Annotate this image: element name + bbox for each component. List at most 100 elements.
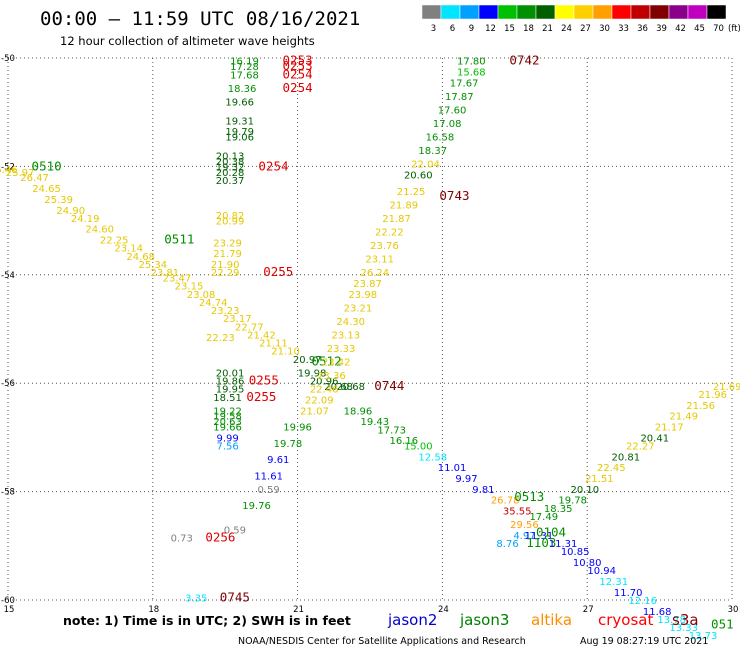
wave-height-label: 0.59	[224, 526, 246, 537]
wave-height-label: 20.60	[404, 171, 433, 182]
wave-height-label: 22.77	[235, 322, 264, 333]
wave-height-label: 23.11	[365, 255, 394, 266]
wave-height-label: 11.31	[549, 539, 578, 550]
chart-subtitle: 12 hour collection of altimeter wave hei…	[60, 34, 315, 48]
colorbar-unit: (ft)	[728, 24, 740, 34]
wave-height-label: 22.46	[310, 385, 339, 396]
wave-height-label: 20.97	[293, 355, 322, 366]
wave-height-label: 21.87	[382, 214, 411, 225]
pass-id-label: 1103	[526, 535, 556, 550]
legend-item-cryosat: cryosat	[598, 611, 653, 629]
legend-item-altika: altika	[531, 611, 572, 629]
wave-height-label: 26.46	[0, 165, 17, 176]
wave-height-label: 22.22	[375, 227, 404, 238]
wave-height-label: 23.81	[151, 268, 180, 279]
wave-height-label: 19.06	[225, 133, 254, 144]
wave-height-label: 18.35	[544, 504, 573, 515]
wave-height-label: 20.63	[213, 417, 242, 428]
plot-axes: 15 18 21 24 27 30 -50 -52 -54 -56 -58 -60	[1, 54, 738, 615]
pass-id-label: 0745	[220, 589, 250, 604]
wave-height-label: 9.81	[472, 485, 494, 496]
wave-height-label: 19.78	[274, 439, 303, 450]
wave-height-label: 21.10	[271, 347, 300, 358]
pass-id-label: 0743	[439, 188, 469, 203]
wave-height-label: 29.56	[510, 520, 539, 531]
footer-credit: NOAA/NESDIS Center for Satellite Applica…	[238, 636, 526, 647]
wave-height-label: 23.98	[348, 290, 377, 301]
wave-height-label: 24.19	[71, 214, 100, 225]
colorbar-label: 39	[656, 24, 667, 34]
colorbar-label: 9	[469, 24, 474, 34]
wave-height-label: 20.99	[216, 217, 245, 228]
wave-height-label: 12.31	[599, 577, 628, 588]
wave-height-label: 23.21	[344, 303, 373, 314]
pass-id-label: 0253	[283, 58, 313, 73]
wave-height-label: 8.76	[496, 539, 518, 550]
wave-height-label: 4.97	[513, 531, 535, 542]
wave-height-label: 17.87	[445, 92, 474, 103]
colorbar-swatch	[459, 4, 480, 20]
wave-height-label: 20.68	[336, 382, 365, 393]
wave-height-label: 18.96	[344, 406, 373, 417]
plot-points: 025302530254025416.1917.2817.6818.3619.6…	[0, 53, 740, 643]
wave-height-label: 22.09	[305, 395, 334, 406]
wave-height-label: 24.74	[199, 298, 228, 309]
colorbar-label: 70	[713, 24, 724, 34]
wave-height-label: 21.56	[686, 401, 715, 412]
wave-height-label: 17.68	[230, 70, 259, 81]
colorbar-swatch	[440, 4, 461, 20]
wave-height-label: 23.47	[163, 274, 192, 285]
footer-timestamp: Aug 19 08:27:19 UTC 2021	[580, 636, 708, 647]
wave-height-label: 16.19	[230, 57, 259, 68]
wave-height-label: 15.00	[404, 442, 433, 453]
wave-height-label: 21.96	[698, 390, 727, 401]
wave-height-label: 21.07	[300, 406, 329, 417]
colorbar-label: 15	[504, 24, 515, 34]
pass-id-label: 0254	[283, 80, 313, 95]
pass-id-label: 051	[711, 616, 734, 631]
x-tick-label: 21	[293, 605, 304, 615]
wave-height-label: 22.45	[597, 463, 626, 474]
wave-height-label: 22.23	[206, 333, 235, 344]
wave-height-label: 23.76	[370, 241, 399, 252]
colorbar-swatch	[497, 4, 518, 20]
wave-height-label: 20.81	[611, 452, 640, 463]
pass-id-label: 0513	[514, 489, 544, 504]
y-tick-label: -58	[1, 488, 15, 498]
pass-id-label: 0255	[263, 264, 293, 279]
wave-height-label: 19.43	[361, 417, 390, 428]
wave-height-label: 35.55	[503, 507, 532, 518]
legend-item-jason2: jason2	[387, 611, 437, 629]
y-tick-label: -56	[1, 379, 15, 389]
colorbar-label: 36	[637, 24, 648, 34]
x-tick-label: 18	[148, 605, 159, 615]
wave-height-label: 20.13	[216, 152, 245, 163]
wave-height-label: 19.66	[213, 423, 242, 434]
wave-height-label: 21.49	[669, 412, 698, 423]
wave-height-label: 21.25	[397, 187, 426, 198]
colorbar-label: 21	[542, 24, 553, 34]
legend-item-jason3: jason3	[459, 611, 509, 629]
wave-height-label: 13.78	[657, 615, 686, 626]
wave-height-label: 19.58	[213, 412, 242, 423]
wave-height-label: 24.65	[32, 184, 61, 195]
x-tick-label: 30	[728, 605, 739, 615]
footer-note: note: 1) Time is in UTC; 2) SWH is in fe…	[63, 613, 351, 628]
wave-height-label: 17.60	[438, 105, 467, 116]
wave-height-label: 21.51	[585, 474, 614, 485]
wave-height-label: 19.22	[213, 406, 242, 417]
wave-height-label: 21.17	[655, 423, 684, 434]
y-tick-label: -52	[1, 162, 15, 172]
wave-height-label: 17.49	[529, 512, 558, 523]
wave-height-label: 20.82	[216, 211, 245, 222]
pass-id-label: 0511	[164, 232, 194, 247]
wave-height-label: 19.95	[216, 385, 245, 396]
colorbar-swatch	[611, 4, 632, 20]
wave-height-label: 11.61	[254, 471, 283, 482]
wave-height-label: 0.59	[258, 485, 280, 496]
wave-height-label: 17.08	[433, 119, 462, 130]
wave-height-label: 7.56	[216, 442, 238, 453]
wave-height-label: 11.70	[614, 588, 643, 599]
wave-height-label: 21.89	[389, 200, 418, 211]
colorbar-label: 30	[599, 24, 610, 34]
